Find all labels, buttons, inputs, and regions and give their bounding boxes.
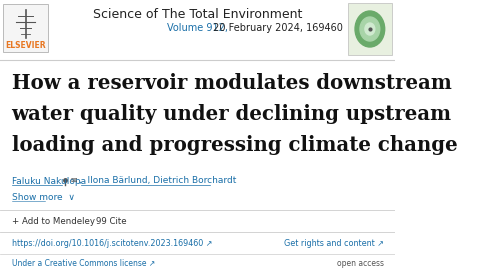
Text: loading and progressing climate change: loading and progressing climate change	[12, 135, 457, 155]
Text: open access: open access	[337, 259, 384, 268]
Text: Faluku Nakulopa: Faluku Nakulopa	[12, 177, 85, 185]
Circle shape	[360, 17, 380, 41]
Text: + Add to Mendeley: + Add to Mendeley	[12, 217, 95, 225]
Text: Show more  ∨: Show more ∨	[12, 193, 74, 201]
Text: ,  Ilona Bärlund, Dietrich Borchardt: , Ilona Bärlund, Dietrich Borchardt	[79, 177, 237, 185]
Text: Get rights and content ↗: Get rights and content ↗	[284, 238, 384, 248]
Text: 20 February 2024, 169460: 20 February 2024, 169460	[210, 23, 343, 33]
FancyBboxPatch shape	[348, 3, 392, 55]
Text: ELSEVIER: ELSEVIER	[5, 42, 46, 50]
Text: https://doi.org/10.1016/j.scitotenv.2023.169460 ↗: https://doi.org/10.1016/j.scitotenv.2023…	[12, 238, 212, 248]
Text: Science of The Total Environment: Science of The Total Environment	[93, 8, 302, 21]
Text: Volume 912,: Volume 912,	[167, 23, 228, 33]
Text: Under a Creative Commons license ↗: Under a Creative Commons license ↗	[12, 259, 155, 268]
Text: 99 Cite: 99 Cite	[96, 217, 126, 225]
Text: ✉: ✉	[71, 177, 77, 185]
Circle shape	[365, 23, 375, 35]
Text: How a reservoir modulates downstream: How a reservoir modulates downstream	[12, 73, 451, 93]
FancyBboxPatch shape	[3, 4, 48, 52]
Circle shape	[355, 11, 384, 47]
Text: water quality under declining upstream: water quality under declining upstream	[12, 104, 452, 124]
